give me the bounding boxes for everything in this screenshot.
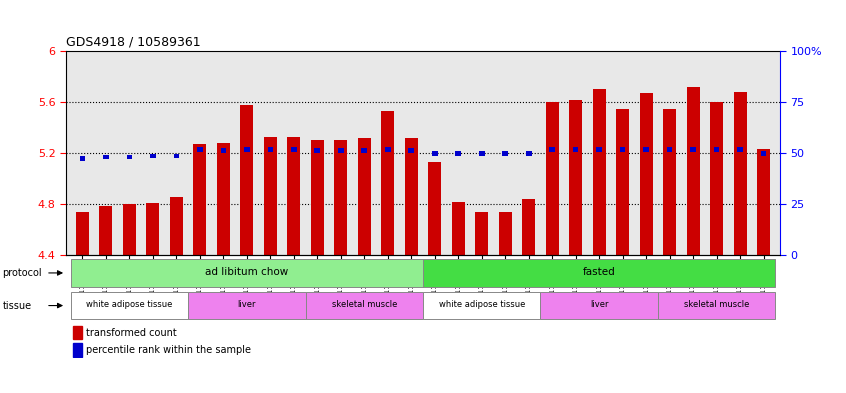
Bar: [737, 147, 743, 152]
Bar: [409, 149, 414, 153]
Bar: [310, 141, 324, 255]
Bar: [423, 259, 775, 286]
Bar: [432, 151, 437, 156]
Text: skeletal muscle: skeletal muscle: [332, 301, 397, 309]
Bar: [423, 292, 541, 319]
Text: skeletal muscle: skeletal muscle: [684, 301, 750, 309]
Text: fasted: fasted: [583, 267, 616, 277]
Bar: [541, 292, 658, 319]
Bar: [640, 93, 652, 255]
Bar: [593, 90, 606, 255]
Bar: [267, 147, 273, 152]
Bar: [264, 137, 277, 255]
Bar: [404, 138, 418, 255]
Bar: [733, 92, 746, 255]
Bar: [714, 147, 719, 152]
Text: transformed count: transformed count: [86, 328, 177, 338]
Bar: [761, 151, 766, 156]
Bar: [361, 149, 367, 153]
Text: ad libitum chow: ad libitum chow: [206, 267, 288, 277]
Bar: [690, 147, 696, 152]
Bar: [499, 212, 512, 255]
Bar: [475, 212, 488, 255]
Bar: [710, 102, 723, 255]
Bar: [305, 292, 423, 319]
Bar: [522, 199, 536, 255]
Bar: [382, 111, 394, 255]
Bar: [100, 206, 113, 255]
Bar: [503, 151, 508, 156]
Bar: [73, 343, 82, 357]
Bar: [146, 203, 159, 255]
Bar: [479, 151, 485, 156]
Bar: [687, 87, 700, 255]
Bar: [385, 147, 391, 152]
Text: tissue: tissue: [3, 301, 31, 310]
Bar: [569, 100, 582, 255]
Bar: [757, 149, 770, 255]
Bar: [667, 147, 673, 152]
Bar: [240, 105, 253, 255]
Bar: [73, 325, 82, 339]
Bar: [338, 149, 343, 153]
Bar: [103, 155, 109, 159]
Bar: [663, 108, 676, 255]
Bar: [188, 292, 305, 319]
Bar: [71, 292, 188, 319]
Bar: [150, 154, 156, 158]
Bar: [334, 141, 347, 255]
Bar: [291, 147, 297, 152]
Bar: [71, 259, 423, 286]
Bar: [573, 147, 579, 152]
Text: percentile rank within the sample: percentile rank within the sample: [86, 345, 251, 355]
Bar: [288, 137, 300, 255]
Bar: [546, 102, 558, 255]
Bar: [455, 151, 461, 156]
Bar: [428, 162, 442, 255]
Bar: [616, 108, 629, 255]
Bar: [221, 149, 226, 153]
Text: GDS4918 / 10589361: GDS4918 / 10589361: [66, 35, 201, 48]
Bar: [217, 143, 230, 255]
Bar: [358, 138, 371, 255]
Bar: [173, 154, 179, 158]
Bar: [315, 149, 320, 153]
Bar: [170, 197, 183, 255]
Bar: [658, 292, 775, 319]
Bar: [526, 151, 531, 156]
Bar: [244, 147, 250, 152]
Bar: [76, 212, 89, 255]
Bar: [80, 156, 85, 161]
Text: liver: liver: [590, 301, 608, 309]
Bar: [643, 147, 649, 152]
Bar: [452, 202, 464, 255]
Text: protocol: protocol: [3, 268, 42, 278]
Text: liver: liver: [238, 301, 256, 309]
Bar: [197, 147, 203, 152]
Bar: [596, 147, 602, 152]
Text: white adipose tissue: white adipose tissue: [86, 301, 173, 309]
Bar: [549, 147, 555, 152]
Text: white adipose tissue: white adipose tissue: [438, 301, 525, 309]
Bar: [127, 155, 132, 159]
Bar: [123, 204, 136, 255]
Bar: [194, 144, 206, 255]
Bar: [620, 147, 625, 152]
